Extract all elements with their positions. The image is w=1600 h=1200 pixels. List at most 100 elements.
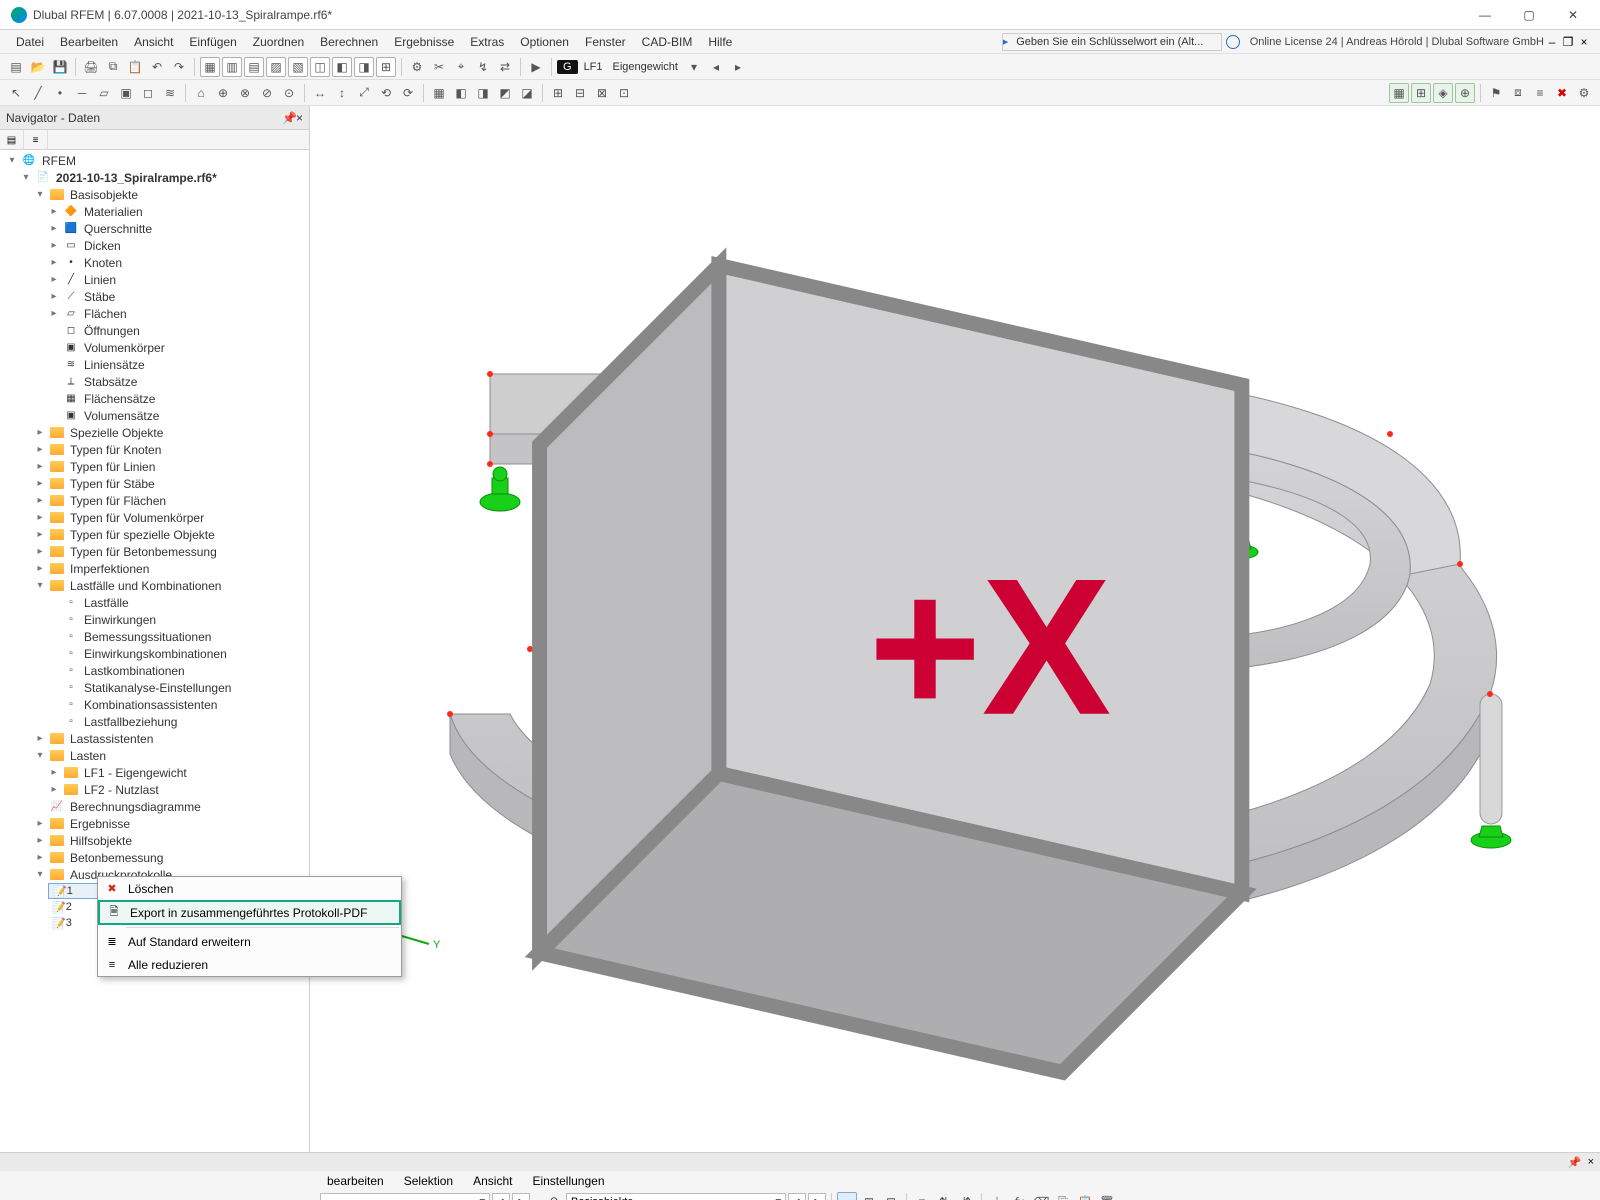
dock-combo-2[interactable]: Basisobjekte▾: [566, 1193, 786, 1200]
tree-basis[interactable]: Basisobjekte: [68, 188, 138, 202]
menu-datei[interactable]: Datei: [8, 32, 52, 52]
t2-n-icon[interactable]: ◩: [495, 83, 515, 103]
tree-item[interactable]: ▫Statikanalyse-Einstellungen: [0, 679, 309, 696]
tb-v3-icon[interactable]: ▤: [244, 57, 264, 77]
t2-set-icon[interactable]: ≋: [160, 83, 180, 103]
t2-h-icon[interactable]: ⤢: [354, 83, 374, 103]
t2-solid-icon[interactable]: ▣: [116, 83, 136, 103]
view-cube[interactable]: +X: [310, 116, 1588, 1152]
t2-l-icon[interactable]: ◧: [451, 83, 471, 103]
menu-bearbeiten[interactable]: Bearbeiten: [52, 32, 126, 52]
tb-open-icon[interactable]: 📂: [28, 57, 48, 77]
dock-t8-icon[interactable]: 📋: [1075, 1192, 1095, 1200]
lf-next-icon[interactable]: ▸: [728, 57, 748, 77]
t2-j-icon[interactable]: ⟳: [398, 83, 418, 103]
navtab-1[interactable]: ▤: [0, 130, 24, 150]
tree-item[interactable]: ▸•Knoten: [0, 254, 309, 271]
tb-new-icon[interactable]: ▤: [6, 57, 26, 77]
mdi-min[interactable]: –: [1544, 35, 1560, 49]
dockmenu-view[interactable]: Ansicht: [466, 1172, 519, 1190]
dockmenu-edit[interactable]: bearbeiten: [320, 1172, 391, 1190]
tree-item[interactable]: ▸Typen für spezielle Objekte: [0, 526, 309, 543]
dock-t2-icon[interactable]: ⊟: [881, 1192, 901, 1200]
tree-item[interactable]: ⟂Stabsätze: [0, 373, 309, 390]
tree-item[interactable]: ▸Typen für Linien: [0, 458, 309, 475]
tb-v1-icon[interactable]: ▦: [200, 57, 220, 77]
dock-t5-icon[interactable]: ⇵: [956, 1192, 976, 1200]
t2-i-icon[interactable]: ⟲: [376, 83, 396, 103]
tree-lasten[interactable]: Lasten: [68, 749, 106, 763]
navigator-tree[interactable]: ▾🌐RFEM ▾📄2021-10-13_Spiralrampe.rf6* ▾Ba…: [0, 150, 309, 1152]
t2-r-icon[interactable]: ⊠: [592, 83, 612, 103]
tb-v8-icon[interactable]: ◨: [354, 57, 374, 77]
tree-item[interactable]: ▸LF2 - Nutzlast: [0, 781, 309, 798]
menu-optionen[interactable]: Optionen: [512, 32, 577, 52]
dock-t3-icon[interactable]: ≡: [912, 1192, 932, 1200]
dock-t9-icon[interactable]: 🗑: [1097, 1192, 1117, 1200]
ctx-export-pdf[interactable]: 🗎Export in zusammengeführtes Protokoll-P…: [98, 900, 401, 925]
t2-snap3-icon[interactable]: ◈: [1433, 83, 1453, 103]
tree-project[interactable]: 2021-10-13_Spiralrampe.rf6*: [54, 171, 217, 185]
dock-close-icon[interactable]: ×: [1588, 1156, 1594, 1168]
tree-item[interactable]: ▣Volumensätze: [0, 407, 309, 424]
menu-extras[interactable]: Extras: [462, 32, 512, 52]
tree-item[interactable]: ▸🔶Materialien: [0, 203, 309, 220]
tree-item[interactable]: ≋Liniensätze: [0, 356, 309, 373]
dock-prev1[interactable]: ◂: [492, 1193, 510, 1200]
tb-v4-icon[interactable]: ▨: [266, 57, 286, 77]
tree-item[interactable]: ▸Typen für Volumenkörper: [0, 509, 309, 526]
dock-sel-icon[interactable]: ▭: [837, 1192, 857, 1200]
ctx-expand[interactable]: ≣Auf Standard erweitern: [98, 930, 401, 953]
tree-item[interactable]: ▫Einwirkungen: [0, 611, 309, 628]
tree-item[interactable]: ▫Einwirkungskombinationen: [0, 645, 309, 662]
t2-line-icon[interactable]: ╱: [28, 83, 48, 103]
t2-m-icon[interactable]: ◨: [473, 83, 493, 103]
dock-next2[interactable]: ▸: [808, 1193, 826, 1200]
t2-surf-icon[interactable]: ▱: [94, 83, 114, 103]
tree-root[interactable]: RFEM: [40, 154, 76, 168]
tb-redo-icon[interactable]: ↷: [169, 57, 189, 77]
menu-hilfe[interactable]: Hilfe: [700, 32, 740, 52]
close-button[interactable]: ✕: [1551, 1, 1595, 29]
t2-snap2-icon[interactable]: ⊞: [1411, 83, 1431, 103]
menu-zuordnen[interactable]: Zuordnen: [245, 32, 312, 52]
menu-einfuegen[interactable]: Einfügen: [181, 32, 244, 52]
dock-prev2[interactable]: ◂: [788, 1193, 806, 1200]
tree-item[interactable]: ▫Lastfälle: [0, 594, 309, 611]
viewport-3d[interactable]: X Y Z X Y +X: [310, 106, 1600, 1152]
tb-copy-icon[interactable]: ⧉: [103, 57, 123, 77]
tree-item[interactable]: ▸Lastassistenten: [0, 730, 309, 747]
tree-item[interactable]: ▸Ergebnisse: [0, 815, 309, 832]
dock-exp-icon[interactable]: ⤓: [987, 1192, 1007, 1200]
tb-v9-icon[interactable]: ⊞: [376, 57, 396, 77]
tree-item[interactable]: ▫Kombinationsassistenten: [0, 696, 309, 713]
dock-fx-icon[interactable]: fx: [1009, 1192, 1029, 1200]
tree-item[interactable]: ◻Öffnungen: [0, 322, 309, 339]
t2-c-icon[interactable]: ⊗: [235, 83, 255, 103]
menu-berechnen[interactable]: Berechnen: [312, 32, 386, 52]
t2-q-icon[interactable]: ⊟: [570, 83, 590, 103]
tb-paste-icon[interactable]: 📋: [125, 57, 145, 77]
t2-delete-icon[interactable]: ✖: [1552, 83, 1572, 103]
menu-ansicht[interactable]: Ansicht: [126, 32, 181, 52]
ctx-delete[interactable]: ✖Löschen: [98, 877, 401, 900]
tree-item[interactable]: ▸Typen für Betonbemessung: [0, 543, 309, 560]
tb-v5-icon[interactable]: ▧: [288, 57, 308, 77]
t2-member-icon[interactable]: ─: [72, 83, 92, 103]
lf-tag[interactable]: G: [557, 60, 578, 74]
lf-code[interactable]: LF1: [580, 61, 607, 73]
tree-item[interactable]: ▸LF1 - Eigengewicht: [0, 764, 309, 781]
mdi-close[interactable]: ×: [1576, 35, 1592, 49]
tb-v7-icon[interactable]: ◧: [332, 57, 352, 77]
tree-item[interactable]: ▸▭Dicken: [0, 237, 309, 254]
tree-item[interactable]: ▸Typen für Knoten: [0, 441, 309, 458]
t2-cursor-icon[interactable]: ↖: [6, 83, 26, 103]
t2-node-icon[interactable]: •: [50, 83, 70, 103]
ctx-collapse[interactable]: ≡Alle reduzieren: [98, 953, 401, 976]
minimize-button[interactable]: —: [1463, 1, 1507, 29]
tb-v2-icon[interactable]: ▥: [222, 57, 242, 77]
tb-misc4-icon[interactable]: ↯: [473, 57, 493, 77]
dockmenu-select[interactable]: Selektion: [397, 1172, 460, 1190]
lf-name[interactable]: Eigengewicht: [609, 61, 682, 73]
tb-print-icon[interactable]: 🖨: [81, 57, 101, 77]
